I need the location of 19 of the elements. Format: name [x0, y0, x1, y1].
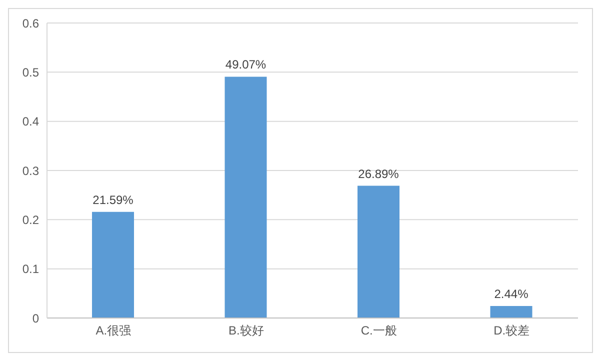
bar — [92, 212, 134, 318]
bar — [358, 186, 400, 318]
data-label: 49.07% — [225, 58, 266, 72]
x-tick-label: D.较差 — [494, 324, 530, 338]
data-label: 26.89% — [358, 166, 400, 181]
y-tick-label: 0.4 — [22, 114, 40, 129]
x-tick-label: B.较好 — [228, 324, 264, 338]
x-tick-label: A.很强 — [96, 324, 132, 338]
bar — [224, 76, 267, 318]
y-tick-label: 0.1 — [22, 262, 40, 276]
data-label: 21.59% — [92, 192, 134, 207]
y-tick-label: 0.6 — [22, 16, 40, 30]
y-tick-label: 0.5 — [22, 65, 40, 80]
bar — [490, 306, 532, 318]
x-tick-label: C.一般 — [360, 324, 397, 338]
y-tick-label: 0 — [32, 311, 40, 326]
data-label: 2.44% — [494, 287, 529, 302]
y-tick-label: 0.3 — [22, 164, 40, 178]
y-tick-label: 0.2 — [22, 212, 40, 227]
